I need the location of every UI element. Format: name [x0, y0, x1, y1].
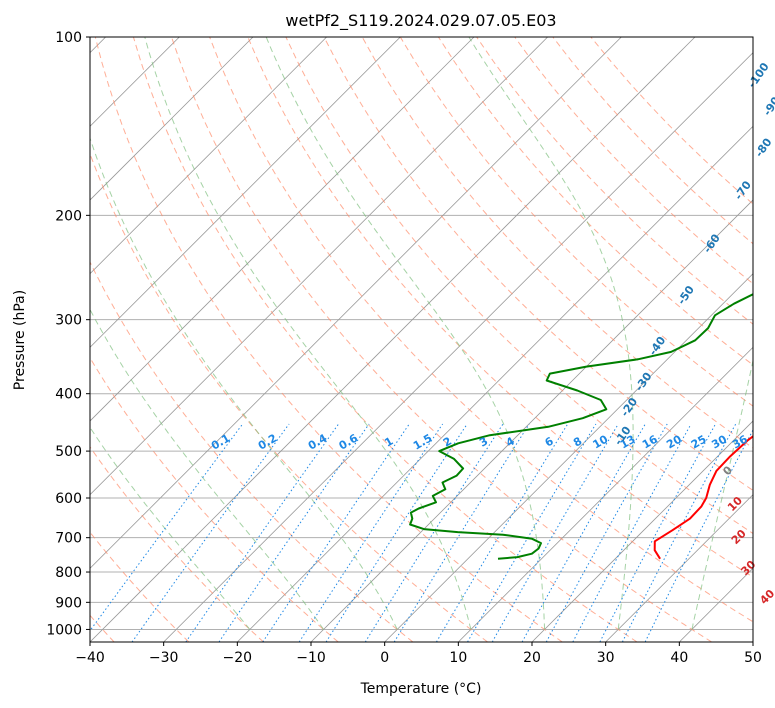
- x-tick-label: 10: [449, 650, 467, 666]
- moist-adiabat-line: [468, 37, 634, 630]
- x-tick-label: 50: [744, 650, 762, 666]
- dry-adiabat-line: [247, 37, 753, 578]
- dry-adiabat-line: [90, 260, 414, 642]
- isotherm-line: [384, 273, 753, 642]
- dry-adiabat-line: [90, 446, 264, 642]
- dry-adiabat-line: [90, 356, 339, 642]
- dry-adiabat-line: [285, 37, 753, 535]
- isotherm-line: [605, 494, 753, 642]
- x-tick-label: 40: [670, 650, 688, 666]
- isotherm-line: [458, 346, 753, 642]
- mixing-ratio-line: [364, 423, 504, 642]
- dry-adiabat-line: [171, 37, 712, 642]
- mixing-ratio-line: [467, 423, 597, 642]
- mixing-ratio-line: [545, 423, 668, 642]
- moist-adiabat-line: [691, 358, 753, 630]
- y-tick-label: 100: [55, 30, 82, 46]
- mixing-ratio-line: [572, 423, 692, 642]
- moist-adiabat-line: [265, 37, 546, 630]
- dewpoint-profile-line: [409, 293, 753, 560]
- mixing-ratio-line: [621, 423, 737, 642]
- dry-adiabat-line: [209, 37, 753, 623]
- x-tick-label: −30: [149, 650, 179, 666]
- moist-adiabat-line: [90, 426, 251, 630]
- mixing-ratio-line: [521, 423, 646, 642]
- y-tick-label: 200: [55, 208, 82, 224]
- dry-adiabat-line: [94, 37, 563, 642]
- dry-adiabat-line: [476, 37, 753, 325]
- isotherm-line: [90, 37, 548, 496]
- isotherm-line: [531, 420, 753, 642]
- moist-adiabat-line: [144, 37, 472, 630]
- dry-adiabat-line: [132, 37, 638, 642]
- isotherm-line: [90, 37, 696, 642]
- dry-adiabat-line: [514, 37, 753, 285]
- y-axis-title: Pressure (hPa): [12, 290, 28, 390]
- mixing-ratio-line: [644, 428, 753, 642]
- y-tick-label: 1000: [46, 622, 82, 638]
- mixing-ratio-line: [131, 423, 290, 642]
- y-tick-label: 600: [55, 491, 82, 507]
- isotherm-line: [90, 37, 254, 201]
- x-tick-label: −40: [75, 650, 105, 666]
- x-tick-label: 30: [597, 650, 615, 666]
- mixing-ratio-line: [393, 423, 530, 642]
- isotherm-line: [90, 37, 475, 422]
- y-tick-label: 900: [55, 595, 82, 611]
- y-tick-label: 800: [55, 565, 82, 581]
- chart-title: wetPf2_S119.2024.029.07.05.E03: [285, 11, 556, 31]
- mixing-ratio-line: [218, 423, 370, 642]
- profile-lines: [409, 293, 753, 560]
- mixing-ratio-line: [185, 423, 340, 642]
- background-lines: [90, 37, 753, 642]
- x-axis-title: Temperature (°C): [360, 681, 482, 697]
- x-tick-label: −10: [296, 650, 326, 666]
- mixing-ratio-line: [262, 423, 410, 642]
- isotherm-line: [90, 37, 401, 348]
- isotherm-line: [237, 125, 753, 642]
- dry-adiabat-line: [323, 37, 753, 491]
- y-tick-label: 500: [55, 444, 82, 460]
- y-tick-label: 400: [55, 387, 82, 403]
- y-tick-label: 300: [55, 313, 82, 329]
- mixing-ratio-line: [599, 423, 716, 642]
- mixing-ratio-line: [435, 423, 569, 642]
- x-tick-label: 20: [523, 650, 541, 666]
- x-tick-label: 0: [380, 650, 389, 666]
- moist-adiabat-line: [90, 136, 398, 630]
- x-tick-label: −20: [223, 650, 253, 666]
- isotherm-line: [163, 52, 753, 642]
- temperature-profile-line: [653, 435, 753, 560]
- plot-frame: [89, 36, 754, 643]
- y-tick-label: 700: [55, 531, 82, 547]
- axes: −40 −30 −20 −10 0 10 20 30 40 50 100 200 300 400 500 60…: [46, 30, 762, 666]
- moist-adiabat-line: [90, 308, 324, 630]
- isotherm-line: [90, 37, 622, 569]
- isotherm-line: [90, 37, 327, 275]
